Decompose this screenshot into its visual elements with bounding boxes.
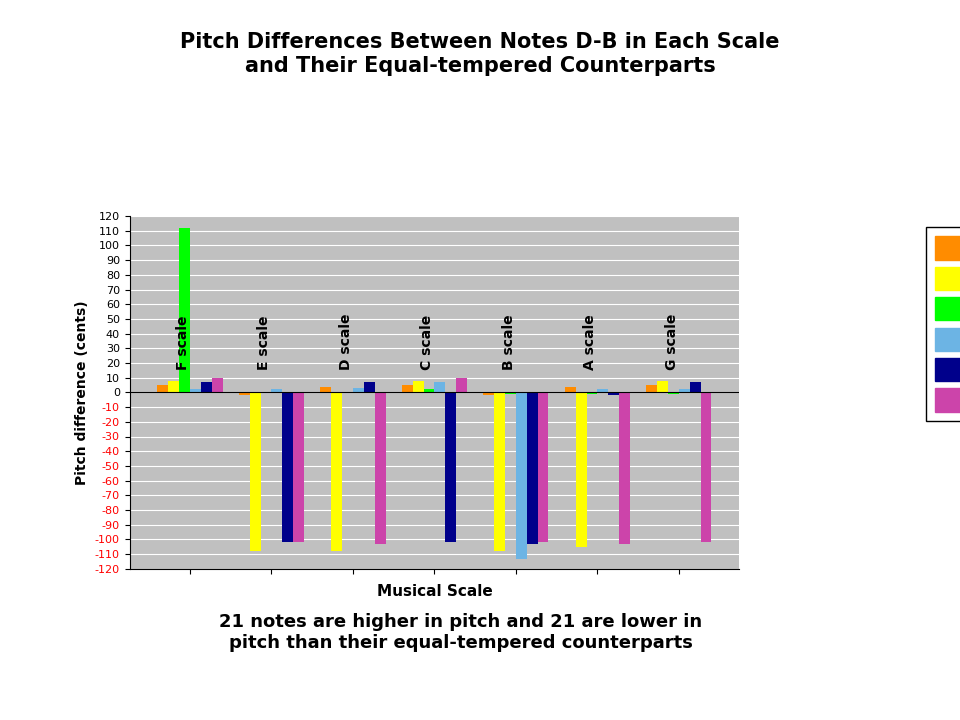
Bar xyxy=(689,382,701,392)
Text: B scale: B scale xyxy=(502,315,516,370)
Bar xyxy=(701,392,711,542)
Bar xyxy=(679,390,689,392)
Bar xyxy=(456,378,467,392)
Bar xyxy=(402,385,413,392)
Bar xyxy=(180,228,190,392)
Bar xyxy=(201,382,211,392)
Bar xyxy=(250,392,260,552)
Bar xyxy=(168,381,180,392)
Bar xyxy=(564,387,576,392)
Bar xyxy=(282,392,293,542)
Bar xyxy=(157,385,168,392)
Bar xyxy=(272,390,282,392)
Bar xyxy=(239,392,250,395)
Bar xyxy=(331,392,342,552)
Y-axis label: Pitch difference (cents): Pitch difference (cents) xyxy=(75,300,89,485)
Bar xyxy=(374,392,386,544)
Bar xyxy=(413,381,423,392)
Bar xyxy=(423,390,434,392)
Bar xyxy=(668,392,679,394)
Bar xyxy=(597,390,609,392)
Bar xyxy=(609,392,619,395)
Bar xyxy=(364,382,374,392)
Bar xyxy=(619,392,630,544)
Bar xyxy=(321,387,331,392)
Bar xyxy=(527,392,538,544)
Bar xyxy=(445,392,456,542)
Legend: D, E, F, G, A, B: D, E, F, G, A, B xyxy=(925,228,960,420)
Bar xyxy=(516,392,527,559)
Bar xyxy=(293,392,304,542)
Bar xyxy=(505,392,516,394)
Text: G scale: G scale xyxy=(665,314,679,370)
Bar xyxy=(658,381,668,392)
Text: D scale: D scale xyxy=(339,314,353,370)
Bar xyxy=(190,390,201,392)
Text: A scale: A scale xyxy=(584,315,597,370)
Bar xyxy=(483,392,494,395)
Text: 21 notes are higher in pitch and 21 are lower in
pitch than their equal-tempered: 21 notes are higher in pitch and 21 are … xyxy=(219,613,703,652)
Bar xyxy=(576,392,587,546)
Text: Pitch Differences Between Notes D-B in Each Scale
and Their Equal-tempered Count: Pitch Differences Between Notes D-B in E… xyxy=(180,32,780,76)
Bar xyxy=(646,385,658,392)
X-axis label: Musical Scale: Musical Scale xyxy=(376,584,492,599)
Bar xyxy=(211,378,223,392)
Bar xyxy=(353,388,364,392)
Text: F scale: F scale xyxy=(176,316,190,370)
Bar xyxy=(494,392,505,552)
Bar xyxy=(587,392,597,394)
Bar xyxy=(538,392,548,542)
Text: E scale: E scale xyxy=(257,316,272,370)
Bar xyxy=(434,382,445,392)
Text: C scale: C scale xyxy=(420,315,434,370)
